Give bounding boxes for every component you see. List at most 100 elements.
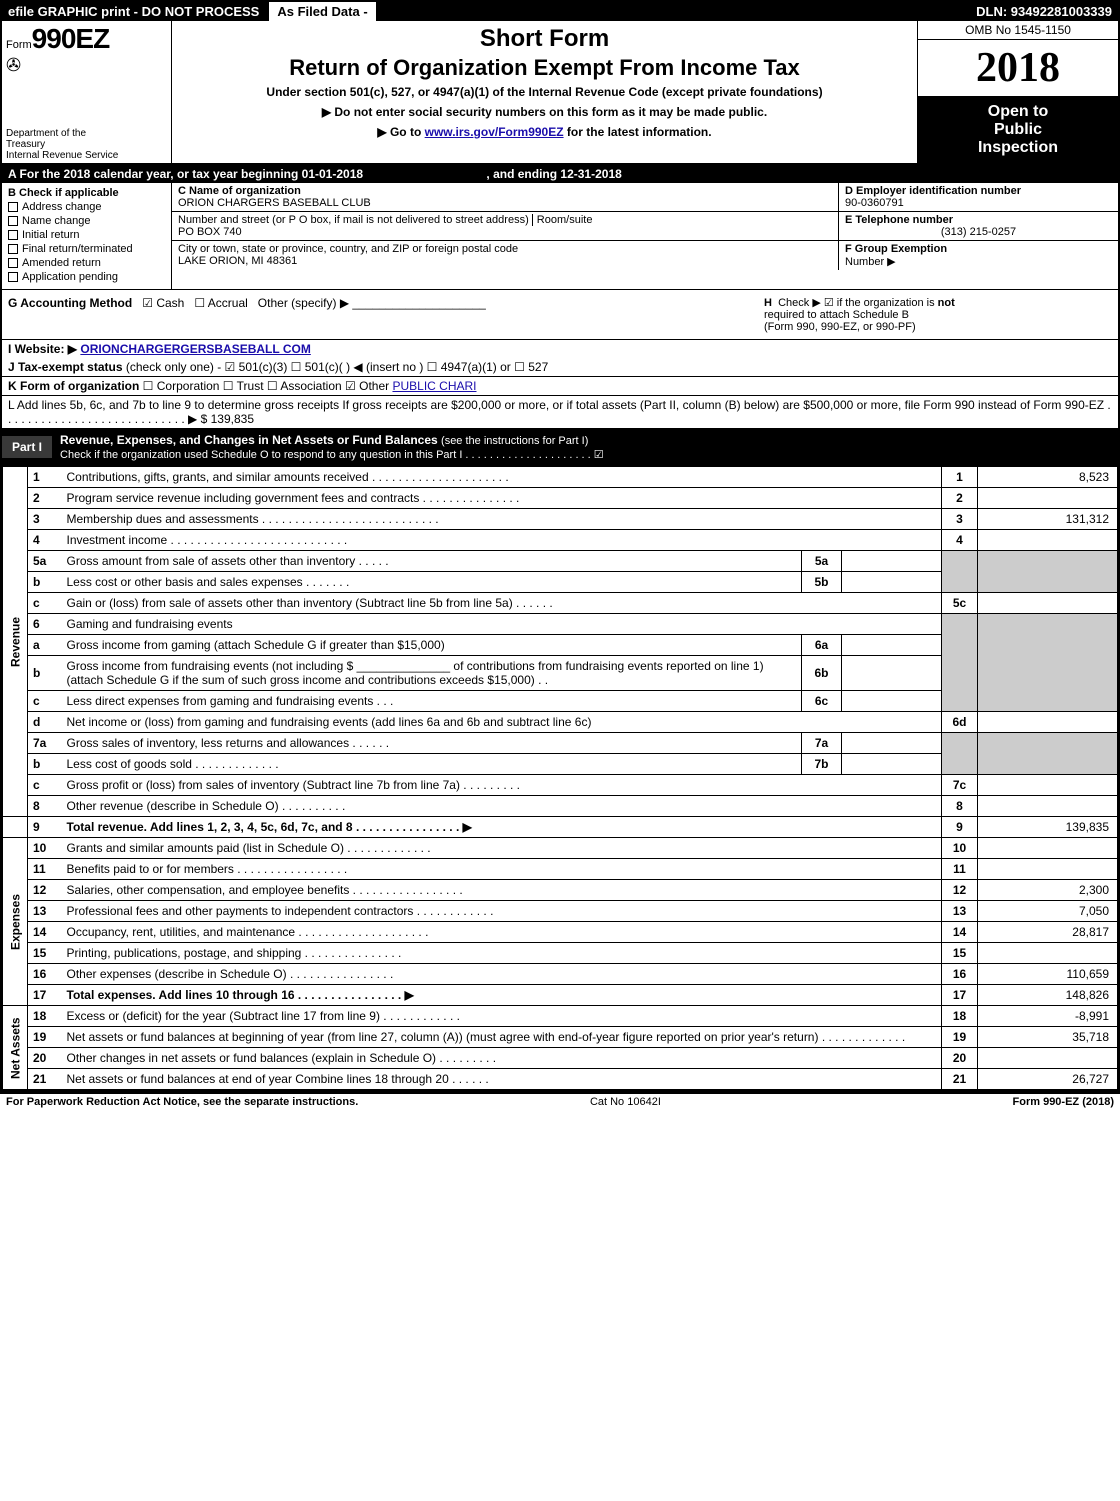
ln20-val [978,1048,1118,1069]
ln11-rnum: 11 [942,859,978,880]
ln4-val [978,530,1118,551]
check-address[interactable]: Address change [8,201,165,213]
ln8-desc: Other revenue (describe in Schedule O) .… [62,796,942,817]
ln11-num: 11 [28,859,62,880]
check-amended[interactable]: Amended return [8,257,165,269]
ln20-rnum: 20 [942,1048,978,1069]
ln16-val: 110,659 [978,964,1118,985]
dept-line1: Department of the [6,128,167,139]
ln21-desc: Net assets or fund balances at end of ye… [62,1069,942,1090]
ln20-desc: Other changes in net assets or fund bala… [62,1048,942,1069]
check-application[interactable]: Application pending [8,271,165,283]
ln20-num: 20 [28,1048,62,1069]
ln15-desc: Printing, publications, postage, and shi… [62,943,942,964]
ln18-val: -8,991 [978,1006,1118,1027]
ln5a-shade1 [942,551,978,593]
ln7b-inval [842,754,942,775]
dln-text: DLN: 93492281003339 [970,2,1118,21]
street-label: Number and street (or P O box, if mail i… [178,214,529,226]
under-section-text: Under section 501(c), 527, or 4947(a)(1)… [180,85,909,99]
omb-number: OMB No 1545-1150 [918,21,1118,40]
efile-text: efile GRAPHIC print - DO NOT PROCESS [2,2,265,21]
check-name[interactable]: Name change [8,215,165,227]
l-text: L Add lines 5b, 6c, and 7b to line 9 to … [8,398,1111,426]
k-text: ☐ Corporation ☐ Trust ☐ Association ☑ Ot… [143,379,393,393]
ln6c-inbox: 6c [802,691,842,712]
k-row: K Form of organization ☐ Corporation ☐ T… [2,377,1118,396]
ln9-num: 9 [28,817,62,838]
ln15-num: 15 [28,943,62,964]
street-cell: Number and street (or P O box, if mail i… [172,212,838,241]
ln19-num: 19 [28,1027,62,1048]
ln9-rnum: 9 [942,817,978,838]
dept-line2: Treasury [6,139,167,150]
ln21-num: 21 [28,1069,62,1090]
ln13-val: 7,050 [978,901,1118,922]
street-value: PO BOX 740 [178,226,832,238]
part1-sub: (see the instructions for Part I) [441,435,588,447]
part1-title: Revenue, Expenses, and Changes in Net As… [60,433,441,447]
header-right: OMB No 1545-1150 2018 Open to Public Ins… [918,21,1118,163]
ln17-desc: Total expenses. Add lines 10 through 16 … [62,985,942,1006]
ln6c-desc: Less direct expenses from gaming and fun… [62,691,802,712]
ln7b-num: b [28,754,62,775]
as-filed-label: As Filed Data - [269,2,375,21]
room-label: Room/suite [532,214,593,226]
ln7b-inbox: 7b [802,754,842,775]
ln7c-desc: Gross profit or (loss) from sales of inv… [62,775,942,796]
ln10-desc: Grants and similar amounts paid (list in… [62,838,942,859]
c-label: C Name of organization [178,185,832,197]
phone-value: (313) 215-0257 [845,226,1112,238]
footer: For Paperwork Reduction Act Notice, see … [0,1092,1120,1110]
k-label: K Form of organization [8,379,139,393]
tax-year: 2018 [918,40,1118,97]
website-link[interactable]: ORIONCHARGERGERSBASEBALL COM [80,342,310,356]
check-final[interactable]: Final return/terminated [8,243,165,255]
ln9-val: 139,835 [978,817,1118,838]
ln7a-num: 7a [28,733,62,754]
d-label: D Employer identification number [845,185,1112,197]
lines-table: Revenue 1 Contributions, gifts, grants, … [2,466,1118,1090]
form-number: 990EZ [32,23,110,54]
form-container: efile GRAPHIC print - DO NOT PROCESS As … [0,0,1120,1092]
e-cell: E Telephone number (313) 215-0257 [838,212,1118,241]
return-title: Return of Organization Exempt From Incom… [180,55,909,81]
ln17-rnum: 17 [942,985,978,1006]
ln5a-num: 5a [28,551,62,572]
address-column: C Name of organization ORION CHARGERS BA… [172,183,838,289]
dept-line3: Internal Revenue Service [6,150,167,161]
ln6b-num: b [28,656,62,691]
ln12-rnum: 12 [942,880,978,901]
ln13-num: 13 [28,901,62,922]
city-value: LAKE ORION, MI 48361 [178,255,832,267]
section-a-ending: , and ending 12-31-2018 [486,167,621,181]
ln14-rnum: 14 [942,922,978,943]
netassets-label: Net Assets [3,1006,28,1090]
ln15-val [978,943,1118,964]
form-end-label: Form 990-EZ (2018) [1013,1096,1114,1108]
check-initial[interactable]: Initial return [8,229,165,241]
ln1-num: 1 [28,467,62,488]
ln2-desc: Program service revenue including govern… [62,488,942,509]
e-label: E Telephone number [845,214,1112,226]
f-label: F Group Exemption [845,243,947,255]
expenses-label: Expenses [3,838,28,1006]
ln6-shade1 [942,614,978,712]
h-text3: (Form 990, 990-EZ, or 990-PF) [764,321,916,333]
ln5b-desc: Less cost or other basis and sales expen… [62,572,802,593]
ln6d-desc: Net income or (loss) from gaming and fun… [62,712,942,733]
irs-link[interactable]: www.irs.gov/Form990EZ [425,125,564,139]
ln6-desc: Gaming and fundraising events [62,614,942,635]
ln7c-rnum: 7c [942,775,978,796]
checks-column: B Check if applicable Address change Nam… [2,183,172,289]
ln11-val [978,859,1118,880]
ln6a-num: a [28,635,62,656]
ln14-val: 28,817 [978,922,1118,943]
j-row: J Tax-exempt status (check only one) - ☑… [2,358,1118,377]
ln7a-desc: Gross sales of inventory, less returns a… [62,733,802,754]
ln6d-rnum: 6d [942,712,978,733]
check-b-label: B Check if applicable [8,187,165,199]
ln6c-inval [842,691,942,712]
g-cell: G Accounting Method ☑ Cash ☐ Accrual Oth… [2,290,758,339]
ln1-desc: Contributions, gifts, grants, and simila… [62,467,942,488]
